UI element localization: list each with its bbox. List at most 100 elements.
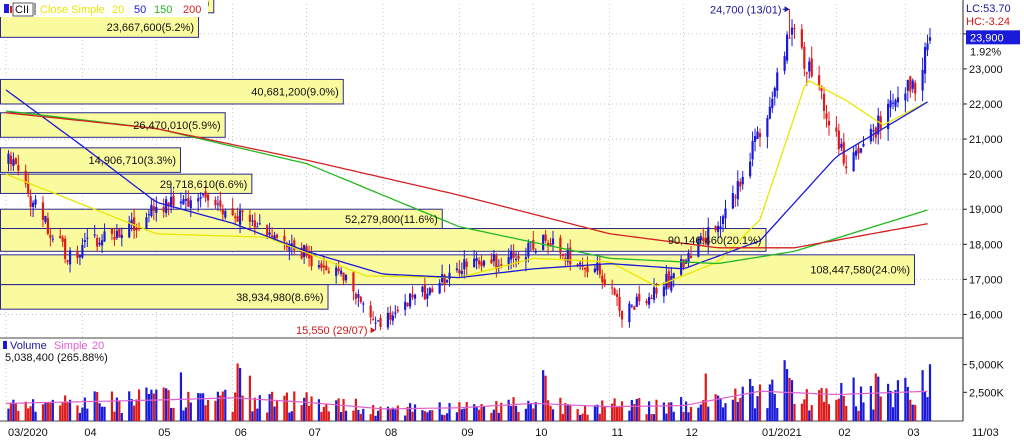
candle-body[interactable]: [197, 198, 200, 202]
candle-body[interactable]: [24, 170, 27, 184]
volume-bar[interactable]: [285, 392, 288, 421]
volume-bar[interactable]: [719, 398, 722, 421]
candle-body[interactable]: [655, 287, 658, 294]
candle-body[interactable]: [206, 194, 210, 201]
candle-body[interactable]: [613, 288, 616, 295]
volume-profile-bar[interactable]: [0, 112, 226, 138]
candle-body[interactable]: [184, 198, 187, 201]
candle-body[interactable]: [86, 237, 89, 239]
volume-bar[interactable]: [455, 412, 459, 421]
candle-body[interactable]: [438, 282, 441, 294]
volume-bar[interactable]: [699, 404, 702, 421]
volume-bar[interactable]: [204, 405, 207, 421]
candle-body[interactable]: [739, 181, 742, 187]
volume-bar[interactable]: [224, 389, 227, 421]
candle-body[interactable]: [758, 132, 762, 138]
volume-bar[interactable]: [542, 370, 545, 421]
volume-bar[interactable]: [596, 404, 599, 421]
volume-bar[interactable]: [236, 363, 239, 421]
candle-body[interactable]: [689, 255, 693, 259]
candle-body[interactable]: [285, 244, 288, 248]
volume-bar[interactable]: [137, 389, 141, 421]
volume-bar[interactable]: [749, 378, 752, 421]
candle-body[interactable]: [202, 194, 205, 196]
candle-body[interactable]: [857, 147, 860, 154]
candle-body[interactable]: [300, 247, 303, 259]
volume-bar[interactable]: [500, 402, 503, 421]
candle-body[interactable]: [561, 254, 564, 256]
candle-body[interactable]: [524, 257, 528, 262]
volume-bar[interactable]: [66, 402, 69, 421]
volume-bar[interactable]: [9, 402, 13, 421]
volume-bar[interactable]: [421, 410, 424, 421]
volume-bar[interactable]: [327, 411, 330, 421]
candle-body[interactable]: [482, 260, 486, 266]
candle-body[interactable]: [630, 305, 633, 307]
candle-body[interactable]: [51, 238, 54, 240]
volume-bar[interactable]: [406, 406, 409, 421]
volume-bar[interactable]: [458, 402, 461, 421]
candle-body[interactable]: [443, 274, 446, 285]
candle-body[interactable]: [682, 259, 685, 267]
candle-body[interactable]: [638, 293, 641, 302]
candle-body[interactable]: [423, 285, 426, 300]
candle-body[interactable]: [342, 272, 345, 281]
candle-body[interactable]: [490, 259, 493, 264]
volume-bar[interactable]: [214, 400, 217, 421]
candle-body[interactable]: [911, 80, 914, 89]
volume-bar[interactable]: [128, 391, 131, 421]
candle-body[interactable]: [803, 46, 806, 69]
candle-body[interactable]: [650, 298, 653, 300]
candle-body[interactable]: [283, 235, 286, 242]
volume-bar[interactable]: [837, 398, 840, 421]
candle-body[interactable]: [76, 251, 79, 259]
volume-bar[interactable]: [303, 397, 306, 421]
candle-body[interactable]: [404, 301, 407, 310]
candle-body[interactable]: [253, 220, 256, 228]
candle-body[interactable]: [719, 226, 722, 229]
candle-body[interactable]: [628, 303, 631, 323]
candle-body[interactable]: [155, 206, 158, 213]
candle-body[interactable]: [167, 202, 170, 206]
candle-body[interactable]: [887, 103, 890, 130]
candle-body[interactable]: [320, 263, 323, 268]
volume-bar[interactable]: [583, 405, 587, 421]
volume-bar[interactable]: [438, 402, 441, 421]
candle-body[interactable]: [514, 258, 518, 260]
volume-bar[interactable]: [357, 409, 360, 421]
volume-bar[interactable]: [687, 412, 690, 421]
volume-bar[interactable]: [189, 402, 192, 421]
candle-body[interactable]: [325, 265, 328, 271]
volume-bar[interactable]: [739, 397, 742, 421]
candle-body[interactable]: [785, 34, 789, 61]
volume-bar[interactable]: [667, 402, 670, 421]
candle-body[interactable]: [9, 155, 13, 165]
volume-bar[interactable]: [650, 414, 653, 421]
candle-body[interactable]: [500, 264, 503, 266]
volume-bar[interactable]: [337, 398, 340, 421]
candle-body[interactable]: [7, 153, 10, 164]
volume-bar[interactable]: [928, 364, 932, 421]
volume-bar[interactable]: [756, 396, 759, 421]
volume-bar[interactable]: [199, 393, 202, 421]
volume-bar[interactable]: [413, 404, 417, 421]
volume-bar[interactable]: [76, 405, 79, 421]
volume-bar[interactable]: [534, 402, 537, 421]
candle-body[interactable]: [909, 76, 912, 92]
candle-body[interactable]: [172, 195, 175, 206]
volume-bar[interactable]: [546, 400, 550, 421]
candle-body[interactable]: [317, 265, 321, 268]
candle-body[interactable]: [152, 206, 155, 211]
candle-body[interactable]: [258, 223, 261, 225]
candle-body[interactable]: [133, 217, 136, 231]
volume-bar[interactable]: [231, 411, 234, 421]
volume-bar[interactable]: [147, 393, 151, 421]
volume-bar[interactable]: [335, 400, 338, 421]
volume-bar[interactable]: [68, 399, 72, 421]
volume-bar[interactable]: [7, 408, 10, 421]
candle-body[interactable]: [288, 243, 291, 251]
candle-body[interactable]: [603, 279, 606, 286]
candle-body[interactable]: [357, 294, 360, 298]
volume-bar[interactable]: [408, 403, 412, 421]
candle-body[interactable]: [534, 251, 537, 253]
